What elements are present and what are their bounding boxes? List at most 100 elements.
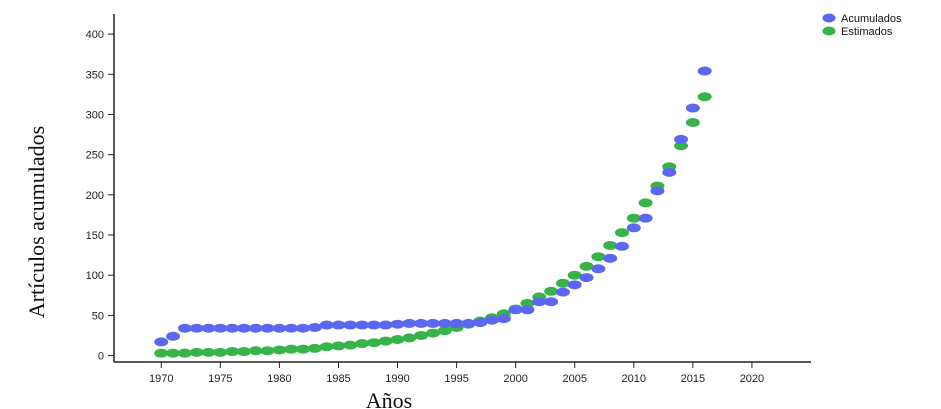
data-point — [307, 322, 322, 332]
data-point — [177, 323, 192, 333]
data-point — [508, 305, 523, 315]
data-point — [166, 331, 181, 341]
y-tick-label: 50 — [92, 310, 104, 322]
data-point — [638, 198, 653, 208]
data-point — [579, 273, 594, 283]
series-acumulados — [154, 66, 712, 347]
data-point — [579, 261, 594, 271]
data-point — [201, 347, 216, 357]
data-point — [414, 318, 429, 328]
data-point — [166, 348, 181, 358]
data-point — [260, 323, 275, 333]
data-point — [225, 323, 240, 333]
y-tick-label: 300 — [86, 109, 104, 121]
data-point — [248, 323, 263, 333]
data-point — [319, 342, 334, 352]
x-tick-label: 1995 — [444, 373, 468, 385]
x-tick-label: 1985 — [326, 373, 350, 385]
data-point — [355, 339, 370, 349]
data-point — [331, 320, 346, 330]
data-point — [685, 117, 700, 127]
data-point — [555, 278, 570, 288]
legend-label: Estimados — [841, 26, 893, 38]
x-tick-label: 2010 — [622, 373, 646, 385]
data-point — [461, 318, 476, 328]
data-point — [425, 318, 440, 328]
data-point — [496, 314, 511, 324]
data-point — [697, 66, 712, 76]
series-estimados — [154, 92, 712, 358]
data-point — [154, 337, 169, 347]
data-point — [296, 344, 311, 354]
data-point — [437, 326, 452, 336]
data-point — [213, 347, 228, 357]
data-point — [614, 241, 629, 251]
data-point — [520, 298, 535, 308]
data-point — [154, 348, 169, 358]
data-point — [319, 320, 334, 330]
data-point — [213, 323, 228, 333]
data-point — [189, 323, 204, 333]
x-tick-label: 2015 — [681, 373, 705, 385]
y-tick-label: 400 — [86, 29, 104, 41]
axes: 0 50 100 150 200 250 300 350 400 1970 1975 1980 1985… — [86, 14, 811, 385]
data-point — [591, 252, 606, 262]
data-point — [284, 323, 299, 333]
x-axis-title: Años — [366, 388, 412, 409]
data-point — [662, 167, 677, 177]
data-point — [307, 343, 322, 353]
data-point — [567, 280, 582, 290]
data-point — [177, 348, 192, 358]
y-tick-label: 250 — [86, 150, 104, 162]
data-point — [225, 347, 240, 357]
data-point — [626, 213, 641, 223]
data-point — [650, 186, 665, 196]
data-point — [248, 346, 263, 356]
data-point — [685, 103, 700, 113]
legend-marker — [822, 13, 836, 23]
data-point — [449, 318, 464, 328]
x-tick-label: 2000 — [503, 373, 527, 385]
data-point — [603, 240, 618, 250]
data-point — [236, 347, 251, 357]
data-point — [591, 264, 606, 274]
x-tick-label: 2020 — [740, 373, 764, 385]
data-point — [520, 305, 535, 315]
data-point — [555, 287, 570, 297]
data-point — [638, 213, 653, 223]
data-point — [414, 330, 429, 340]
data-point — [284, 344, 299, 354]
data-point — [236, 323, 251, 333]
data-point — [260, 346, 275, 356]
data-point — [674, 141, 689, 151]
y-tick-label: 100 — [86, 270, 104, 282]
data-point — [567, 270, 582, 280]
data-point — [189, 347, 204, 357]
x-tick-label: 1990 — [385, 373, 409, 385]
data-point — [390, 334, 405, 344]
x-tick-label: 1975 — [208, 373, 232, 385]
data-point — [366, 338, 381, 348]
y-axis-title: Artículos acumulados — [24, 126, 49, 318]
data-point — [626, 223, 641, 233]
data-point — [272, 323, 287, 333]
data-point — [390, 319, 405, 329]
data-point — [437, 318, 452, 328]
x-tick-label: 2005 — [562, 373, 586, 385]
data-point — [366, 320, 381, 330]
data-point — [674, 134, 689, 144]
data-point — [485, 315, 500, 325]
data-point — [343, 340, 358, 350]
data-point — [201, 323, 216, 333]
data-point — [343, 320, 358, 330]
data-points — [154, 66, 712, 358]
data-point — [425, 328, 440, 338]
x-tick-label: 1980 — [267, 373, 291, 385]
legend-label: Acumulados — [841, 13, 902, 25]
data-point — [272, 345, 287, 355]
data-point — [614, 228, 629, 238]
y-tick-label: 0 — [98, 351, 104, 363]
legend-marker — [822, 26, 836, 36]
